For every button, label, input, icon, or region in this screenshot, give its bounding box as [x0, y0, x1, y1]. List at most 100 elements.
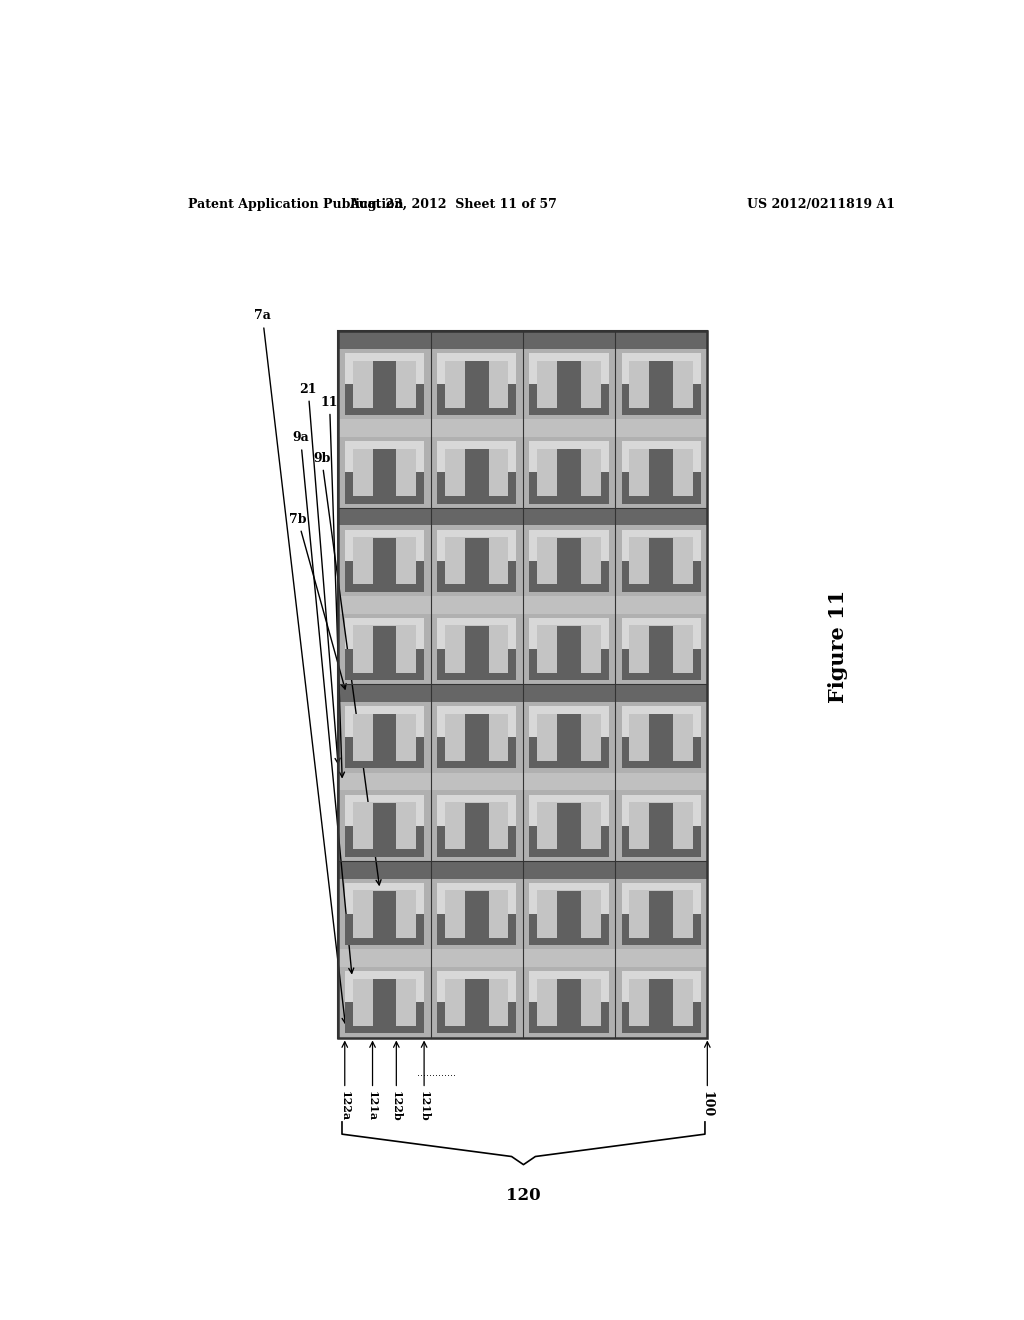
Bar: [373, 626, 396, 673]
Bar: [437, 384, 516, 416]
Bar: [445, 978, 509, 1026]
Bar: [649, 891, 673, 937]
Bar: [622, 738, 700, 768]
Bar: [557, 891, 581, 937]
Bar: [338, 331, 708, 1038]
Text: 9b: 9b: [313, 451, 381, 884]
Text: .............: .............: [417, 1068, 456, 1078]
Bar: [538, 626, 601, 673]
Bar: [345, 649, 424, 680]
Bar: [352, 449, 416, 496]
Bar: [523, 791, 615, 861]
Bar: [345, 706, 424, 768]
Text: Aug. 23, 2012  Sheet 11 of 57: Aug. 23, 2012 Sheet 11 of 57: [349, 198, 557, 211]
Bar: [523, 614, 615, 684]
Bar: [538, 714, 601, 762]
Bar: [622, 352, 700, 416]
Bar: [529, 441, 608, 503]
Bar: [557, 450, 581, 496]
Text: Figure 11: Figure 11: [828, 590, 848, 702]
Text: Patent Application Publication: Patent Application Publication: [187, 198, 403, 211]
Bar: [557, 979, 581, 1026]
Bar: [338, 791, 430, 861]
Bar: [345, 913, 424, 945]
Bar: [615, 879, 708, 949]
Bar: [465, 891, 488, 937]
Bar: [445, 537, 509, 585]
Bar: [465, 537, 488, 585]
Bar: [615, 525, 708, 597]
Bar: [630, 891, 693, 937]
Bar: [465, 803, 488, 849]
Bar: [529, 1002, 608, 1034]
Text: 9a: 9a: [292, 432, 353, 973]
Bar: [649, 626, 673, 673]
Bar: [338, 968, 430, 1038]
Bar: [649, 450, 673, 496]
Bar: [465, 362, 488, 408]
Bar: [430, 437, 523, 508]
Text: 120: 120: [506, 1187, 541, 1204]
Bar: [615, 702, 708, 772]
Bar: [345, 561, 424, 591]
Bar: [338, 420, 708, 437]
Bar: [345, 1002, 424, 1034]
Bar: [529, 473, 608, 503]
Bar: [465, 626, 488, 673]
Bar: [649, 450, 673, 496]
Bar: [345, 738, 424, 768]
Bar: [529, 649, 608, 680]
Bar: [622, 384, 700, 416]
Bar: [430, 968, 523, 1038]
Bar: [437, 529, 516, 591]
Bar: [338, 861, 708, 879]
Bar: [622, 618, 700, 680]
Bar: [430, 879, 523, 949]
Bar: [557, 714, 581, 762]
Bar: [649, 714, 673, 762]
Bar: [338, 684, 708, 702]
Bar: [557, 362, 581, 408]
Bar: [557, 450, 581, 496]
Bar: [557, 626, 581, 673]
Bar: [622, 883, 700, 945]
Bar: [445, 360, 509, 408]
Bar: [523, 702, 615, 772]
Bar: [373, 626, 396, 673]
Bar: [557, 803, 581, 849]
Bar: [345, 441, 424, 503]
Bar: [338, 331, 708, 1038]
Bar: [437, 826, 516, 857]
Bar: [557, 803, 581, 849]
Bar: [649, 979, 673, 1026]
Bar: [622, 972, 700, 1034]
Bar: [615, 791, 708, 861]
Bar: [437, 883, 516, 945]
Bar: [345, 795, 424, 857]
Bar: [338, 949, 708, 968]
Bar: [373, 537, 396, 585]
Bar: [465, 979, 488, 1026]
Bar: [529, 826, 608, 857]
Bar: [338, 597, 708, 614]
Bar: [649, 537, 673, 585]
Bar: [523, 968, 615, 1038]
Bar: [345, 473, 424, 503]
Bar: [630, 626, 693, 673]
Bar: [630, 803, 693, 849]
Bar: [465, 714, 488, 762]
Bar: [445, 449, 509, 496]
Bar: [445, 803, 509, 849]
Bar: [622, 826, 700, 857]
Bar: [430, 791, 523, 861]
Bar: [445, 714, 509, 762]
Bar: [338, 614, 430, 684]
Bar: [437, 352, 516, 416]
Bar: [373, 979, 396, 1026]
Bar: [622, 473, 700, 503]
Bar: [557, 979, 581, 1026]
Bar: [465, 979, 488, 1026]
Bar: [437, 649, 516, 680]
Bar: [538, 978, 601, 1026]
Bar: [437, 738, 516, 768]
